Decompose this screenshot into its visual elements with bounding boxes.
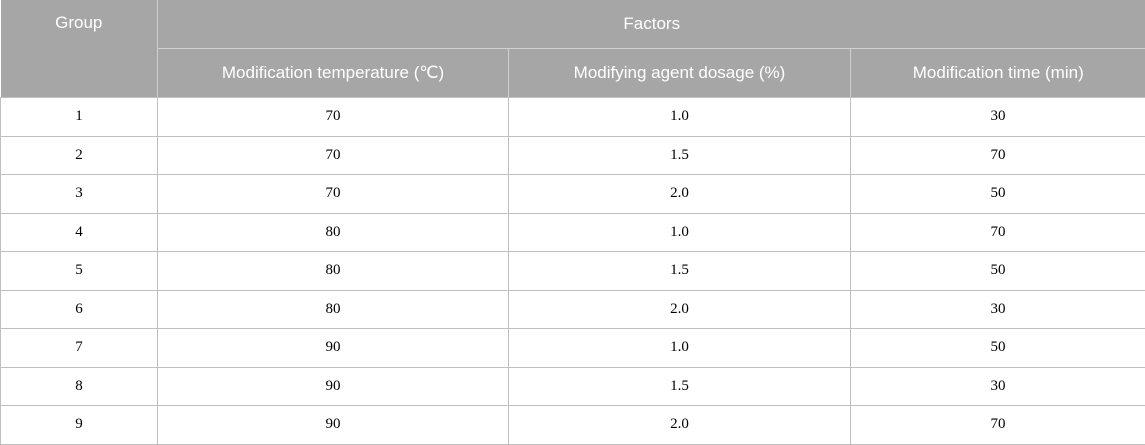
dosage-cell: 1.5 <box>509 136 851 175</box>
temperature-cell: 80 <box>158 290 509 329</box>
time-cell: 30 <box>851 290 1145 329</box>
dosage-cell: 2.0 <box>509 175 851 214</box>
time-cell: 30 <box>851 367 1145 406</box>
header-row-top: Group Factors <box>1 0 1145 49</box>
group-cell: 1 <box>1 98 158 137</box>
table-row: 1 70 1.0 30 <box>1 98 1145 137</box>
time-cell: 50 <box>851 329 1145 368</box>
table-row: 4 80 1.0 70 <box>1 213 1145 252</box>
group-cell: 9 <box>1 406 158 445</box>
factors-header: Factors <box>158 0 1145 49</box>
table-row: 2 70 1.5 70 <box>1 136 1145 175</box>
group-cell: 7 <box>1 329 158 368</box>
table-row: 7 90 1.0 50 <box>1 329 1145 368</box>
group-cell: 4 <box>1 213 158 252</box>
temperature-cell: 90 <box>158 406 509 445</box>
dosage-cell: 2.0 <box>509 406 851 445</box>
temperature-cell: 90 <box>158 329 509 368</box>
group-column-header: Group <box>1 0 158 98</box>
dosage-cell: 1.0 <box>509 329 851 368</box>
group-cell: 8 <box>1 367 158 406</box>
table-row: 6 80 2.0 30 <box>1 290 1145 329</box>
table-header: Group Factors Modification temperature (… <box>1 0 1145 98</box>
time-cell: 70 <box>851 406 1145 445</box>
dosage-cell: 1.0 <box>509 98 851 137</box>
temperature-column-header: Modification temperature (℃) <box>158 49 509 98</box>
dosage-column-header: Modifying agent dosage (%) <box>509 49 851 98</box>
time-column-header: Modification time (min) <box>851 49 1145 98</box>
time-cell: 50 <box>851 175 1145 214</box>
time-cell: 50 <box>851 252 1145 291</box>
dosage-cell: 1.5 <box>509 367 851 406</box>
dosage-cell: 2.0 <box>509 290 851 329</box>
temperature-cell: 80 <box>158 213 509 252</box>
header-row-sub: Modification temperature (℃) Modifying a… <box>1 49 1145 98</box>
time-cell: 30 <box>851 98 1145 137</box>
table-body: 1 70 1.0 30 2 70 1.5 70 3 70 2.0 50 4 80… <box>1 98 1145 445</box>
table-row: 8 90 1.5 30 <box>1 367 1145 406</box>
group-cell: 3 <box>1 175 158 214</box>
temperature-cell: 80 <box>158 252 509 291</box>
table-row: 5 80 1.5 50 <box>1 252 1145 291</box>
dosage-cell: 1.0 <box>509 213 851 252</box>
time-cell: 70 <box>851 136 1145 175</box>
table-row: 9 90 2.0 70 <box>1 406 1145 445</box>
group-cell: 2 <box>1 136 158 175</box>
table-row: 3 70 2.0 50 <box>1 175 1145 214</box>
dosage-cell: 1.5 <box>509 252 851 291</box>
time-cell: 70 <box>851 213 1145 252</box>
group-cell: 5 <box>1 252 158 291</box>
temperature-cell: 70 <box>158 98 509 137</box>
temperature-cell: 70 <box>158 175 509 214</box>
temperature-cell: 90 <box>158 367 509 406</box>
temperature-cell: 70 <box>158 136 509 175</box>
group-cell: 6 <box>1 290 158 329</box>
